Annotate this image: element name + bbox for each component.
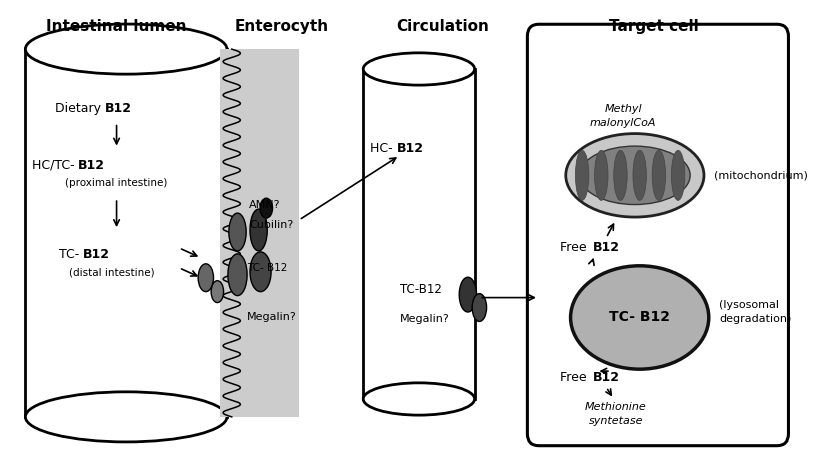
- Text: B12: B12: [83, 249, 110, 261]
- Bar: [220, 49, 299, 417]
- Text: (lysosomal: (lysosomal: [719, 299, 780, 310]
- Ellipse shape: [575, 150, 589, 201]
- Text: malonylCoA: malonylCoA: [590, 118, 657, 128]
- Bar: [26, 49, 227, 417]
- Ellipse shape: [363, 53, 475, 85]
- Text: degradation): degradation): [719, 315, 792, 324]
- Text: AMN?: AMN?: [249, 200, 280, 210]
- Text: Free: Free: [560, 371, 591, 383]
- Ellipse shape: [363, 383, 475, 415]
- Ellipse shape: [250, 252, 271, 292]
- Text: (mitochondrium): (mitochondrium): [714, 170, 808, 180]
- Text: B12: B12: [592, 371, 620, 383]
- Text: Methyl: Methyl: [605, 104, 642, 114]
- Text: Megalin?: Megalin?: [247, 312, 297, 322]
- Text: HC-: HC-: [370, 142, 397, 155]
- Ellipse shape: [26, 24, 227, 74]
- Ellipse shape: [614, 150, 627, 201]
- Ellipse shape: [260, 198, 273, 218]
- Ellipse shape: [566, 134, 704, 217]
- Ellipse shape: [211, 281, 223, 303]
- Ellipse shape: [633, 150, 646, 201]
- Ellipse shape: [652, 150, 666, 201]
- Text: B12: B12: [397, 142, 424, 155]
- Ellipse shape: [579, 146, 691, 205]
- Text: Methionine: Methionine: [585, 402, 647, 412]
- Text: TC-: TC-: [59, 249, 83, 261]
- Text: TC- B12: TC- B12: [609, 310, 670, 324]
- Text: TC-B12: TC-B12: [400, 283, 442, 296]
- Text: (proximal intestine): (proximal intestine): [65, 178, 168, 188]
- Ellipse shape: [595, 150, 608, 201]
- Ellipse shape: [26, 392, 227, 442]
- Ellipse shape: [570, 266, 709, 369]
- Ellipse shape: [250, 209, 267, 251]
- Ellipse shape: [459, 277, 476, 312]
- Ellipse shape: [228, 254, 247, 296]
- Text: Intestinal lumen: Intestinal lumen: [46, 19, 187, 34]
- Text: (distal intestine): (distal intestine): [69, 268, 155, 278]
- Text: Dietary: Dietary: [55, 102, 105, 115]
- Text: TC- B12: TC- B12: [247, 263, 288, 273]
- Text: Free: Free: [560, 242, 591, 255]
- Ellipse shape: [229, 213, 246, 251]
- Text: Cubilin?: Cubilin?: [249, 220, 293, 230]
- Text: B12: B12: [592, 242, 620, 255]
- Text: syntetase: syntetase: [588, 416, 643, 426]
- Text: HC/TC-: HC/TC-: [31, 159, 78, 172]
- Text: Enterocyth: Enterocyth: [235, 19, 329, 34]
- Text: Megalin?: Megalin?: [400, 315, 449, 324]
- Ellipse shape: [472, 294, 487, 322]
- Text: B12: B12: [78, 159, 105, 172]
- Ellipse shape: [672, 150, 685, 201]
- Bar: [363, 69, 475, 399]
- FancyBboxPatch shape: [527, 24, 789, 446]
- Ellipse shape: [198, 264, 213, 292]
- Text: Circulation: Circulation: [396, 19, 489, 34]
- Text: Target cell: Target cell: [609, 19, 699, 34]
- Text: B12: B12: [105, 102, 132, 115]
